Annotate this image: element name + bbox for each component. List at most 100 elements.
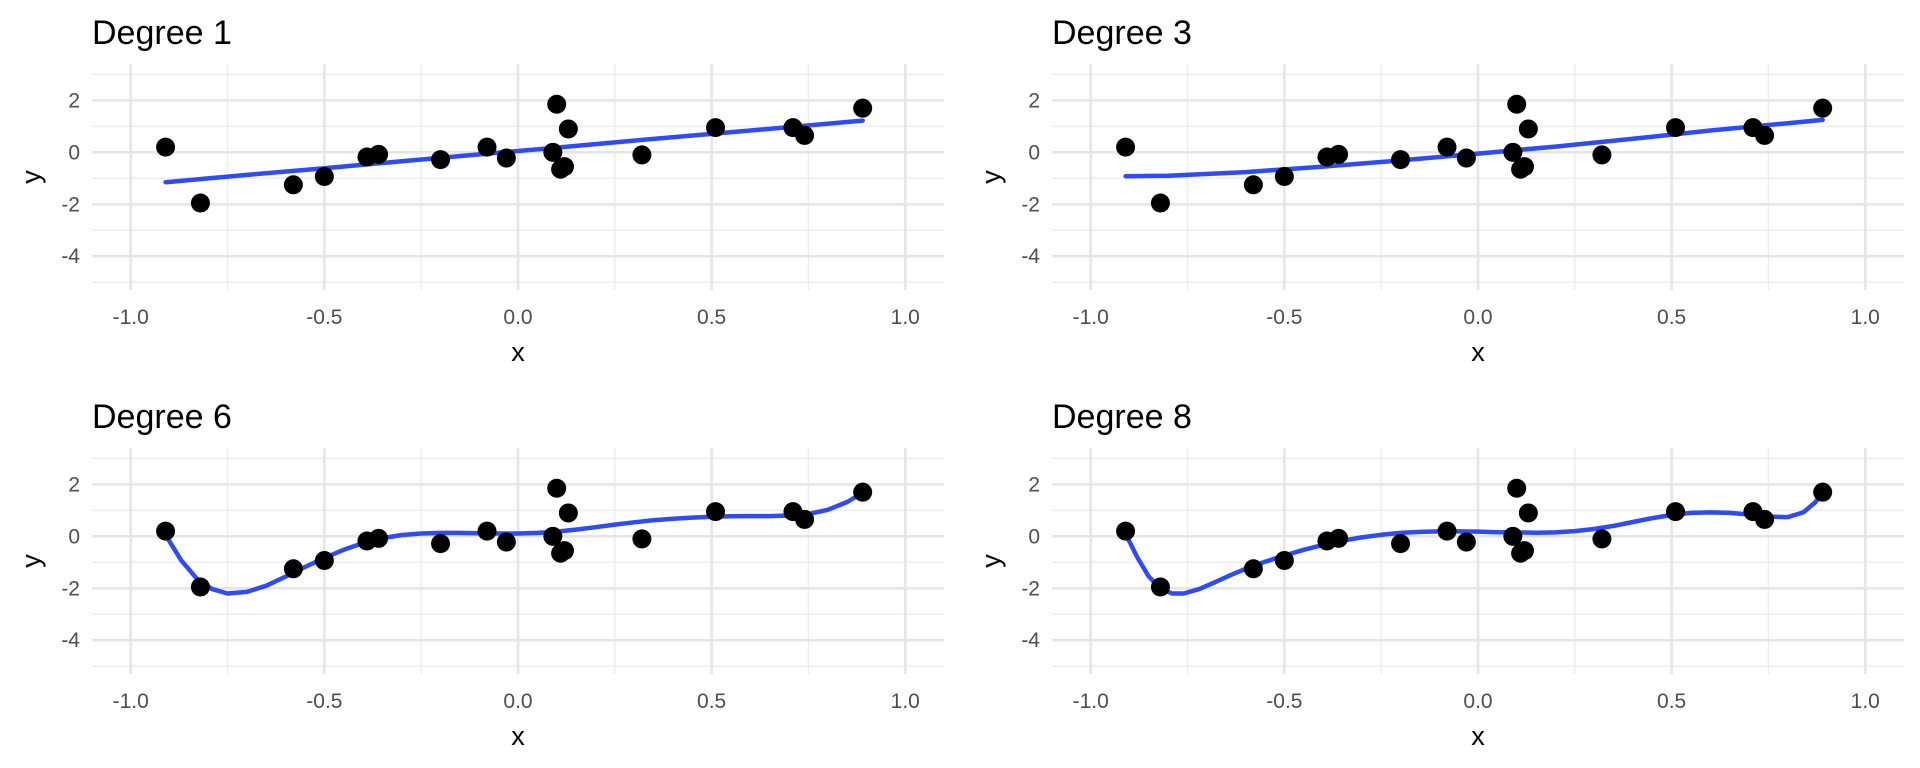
y-tick-label: -2 xyxy=(1021,193,1040,216)
data-point xyxy=(632,529,652,549)
data-point xyxy=(477,137,497,157)
x-tick-label: 0.0 xyxy=(1463,690,1492,713)
data-point xyxy=(1150,193,1170,213)
x-tick-label: -1.0 xyxy=(113,690,149,713)
data-point xyxy=(314,550,334,570)
data-point xyxy=(1274,166,1294,186)
data-point xyxy=(1507,94,1527,114)
y-tick-label: -2 xyxy=(1021,577,1040,600)
x-tick-label: -1.0 xyxy=(113,306,149,329)
y-tick-label: -4 xyxy=(61,629,80,652)
data-point xyxy=(369,144,389,164)
y-tick-label: -2 xyxy=(61,577,80,600)
data-point xyxy=(1437,521,1457,541)
data-point xyxy=(1507,478,1527,498)
data-point xyxy=(1503,526,1523,546)
data-point xyxy=(431,534,451,554)
x-tick-label: 0.5 xyxy=(1657,690,1686,713)
y-tick-label: -4 xyxy=(61,245,80,268)
y-tick-label: 0 xyxy=(68,141,80,164)
data-point xyxy=(632,145,652,165)
data-point xyxy=(1243,559,1263,579)
data-point xyxy=(1518,503,1538,523)
data-point xyxy=(283,175,303,195)
data-point xyxy=(1116,137,1136,157)
data-point xyxy=(477,521,497,541)
data-point xyxy=(1666,502,1686,522)
data-point xyxy=(156,137,176,157)
data-point xyxy=(190,193,210,213)
data-point xyxy=(558,119,578,139)
data-point xyxy=(543,526,563,546)
data-point xyxy=(853,482,873,502)
x-tick-label: 0.0 xyxy=(503,690,532,713)
x-tick-label: 0.5 xyxy=(1657,306,1686,329)
data-point xyxy=(314,166,334,186)
data-point xyxy=(795,125,815,145)
data-point xyxy=(496,148,516,168)
panel-title: Degree 6 xyxy=(92,398,232,436)
data-point xyxy=(554,541,574,561)
y-tick-label: 2 xyxy=(68,89,80,112)
data-point xyxy=(1329,144,1349,164)
data-point xyxy=(1813,98,1833,118)
x-axis-title: x xyxy=(1471,337,1485,367)
fit-line xyxy=(1123,117,1825,179)
x-axis-title: x xyxy=(511,337,525,367)
fit-line xyxy=(163,118,865,185)
data-point xyxy=(558,503,578,523)
data-point xyxy=(1518,119,1538,139)
y-tick-label: -4 xyxy=(1021,245,1040,268)
data-point xyxy=(431,150,451,170)
panel-title: Degree 3 xyxy=(1052,14,1192,52)
data-point xyxy=(1592,529,1612,549)
x-axis-title: x xyxy=(511,721,525,751)
y-tick-label: -2 xyxy=(61,193,80,216)
data-point xyxy=(156,521,176,541)
chart-panel-2: -1.0 -0.5 0.0 0.5 1.0 -4 -2 0 2 x y Degree 3 xyxy=(976,14,1904,367)
data-point xyxy=(1514,541,1534,561)
x-tick-label: 1.0 xyxy=(1851,306,1880,329)
data-point xyxy=(853,98,873,118)
data-point xyxy=(369,528,389,548)
x-tick-label: -0.5 xyxy=(306,690,342,713)
x-tick-label: -1.0 xyxy=(1073,306,1109,329)
chart-panel-3: -1.0 -0.5 0.0 0.5 1.0 -4 -2 0 2 x y Degree 6 xyxy=(16,398,944,751)
data-point xyxy=(1514,157,1534,177)
y-tick-label: 0 xyxy=(1028,141,1040,164)
x-tick-label: 1.0 xyxy=(891,690,920,713)
data-point xyxy=(1456,148,1476,168)
y-tick-label: 0 xyxy=(68,525,80,548)
data-point xyxy=(1116,521,1136,541)
data-point xyxy=(554,157,574,177)
x-axis-title: x xyxy=(1471,721,1485,751)
data-point xyxy=(547,94,567,114)
chart-panel-4: -1.0 -0.5 0.0 0.5 1.0 -4 -2 0 2 x y Degree 8 xyxy=(976,398,1904,751)
data-point xyxy=(496,532,516,552)
panel-title: Degree 1 xyxy=(92,14,232,52)
data-point xyxy=(1592,145,1612,165)
x-tick-label: -0.5 xyxy=(1266,690,1302,713)
x-tick-label: 0.0 xyxy=(1463,306,1492,329)
y-tick-label: 2 xyxy=(1028,473,1040,496)
x-tick-label: 0.5 xyxy=(697,306,726,329)
data-point xyxy=(1329,528,1349,548)
x-tick-label: 1.0 xyxy=(1851,690,1880,713)
x-tick-label: -0.5 xyxy=(1266,306,1302,329)
data-point xyxy=(1274,550,1294,570)
data-point xyxy=(706,118,726,138)
data-point xyxy=(543,142,563,162)
data-point xyxy=(547,478,567,498)
data-point xyxy=(1243,175,1263,195)
data-point xyxy=(1456,532,1476,552)
y-tick-label: 0 xyxy=(1028,525,1040,548)
panel-title: Degree 8 xyxy=(1052,398,1192,436)
y-tick-label: -4 xyxy=(1021,629,1040,652)
data-point xyxy=(795,509,815,529)
y-axis-title: y xyxy=(976,170,1006,184)
x-tick-label: 0.5 xyxy=(697,690,726,713)
y-axis-title: y xyxy=(976,554,1006,568)
data-point xyxy=(1503,142,1523,162)
data-point xyxy=(1813,482,1833,502)
